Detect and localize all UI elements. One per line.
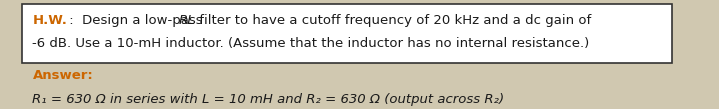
FancyBboxPatch shape <box>22 3 672 63</box>
Text: RL: RL <box>179 14 196 27</box>
Text: -6 dB. Use a 10-mH inductor. (Assume that the inductor has no internal resistanc: -6 dB. Use a 10-mH inductor. (Assume tha… <box>32 37 590 50</box>
Text: filter to have a cutoff frequency of 20 kHz and a dc gain of: filter to have a cutoff frequency of 20 … <box>195 14 591 27</box>
Text: Answer:: Answer: <box>32 69 93 82</box>
Text: H.W.: H.W. <box>32 14 68 27</box>
Text: :  Design a low-pass: : Design a low-pass <box>65 14 207 27</box>
Text: R₁ = 630 Ω in series with L = 10 mH and R₂ = 630 Ω (output across R₂): R₁ = 630 Ω in series with L = 10 mH and … <box>32 93 505 106</box>
